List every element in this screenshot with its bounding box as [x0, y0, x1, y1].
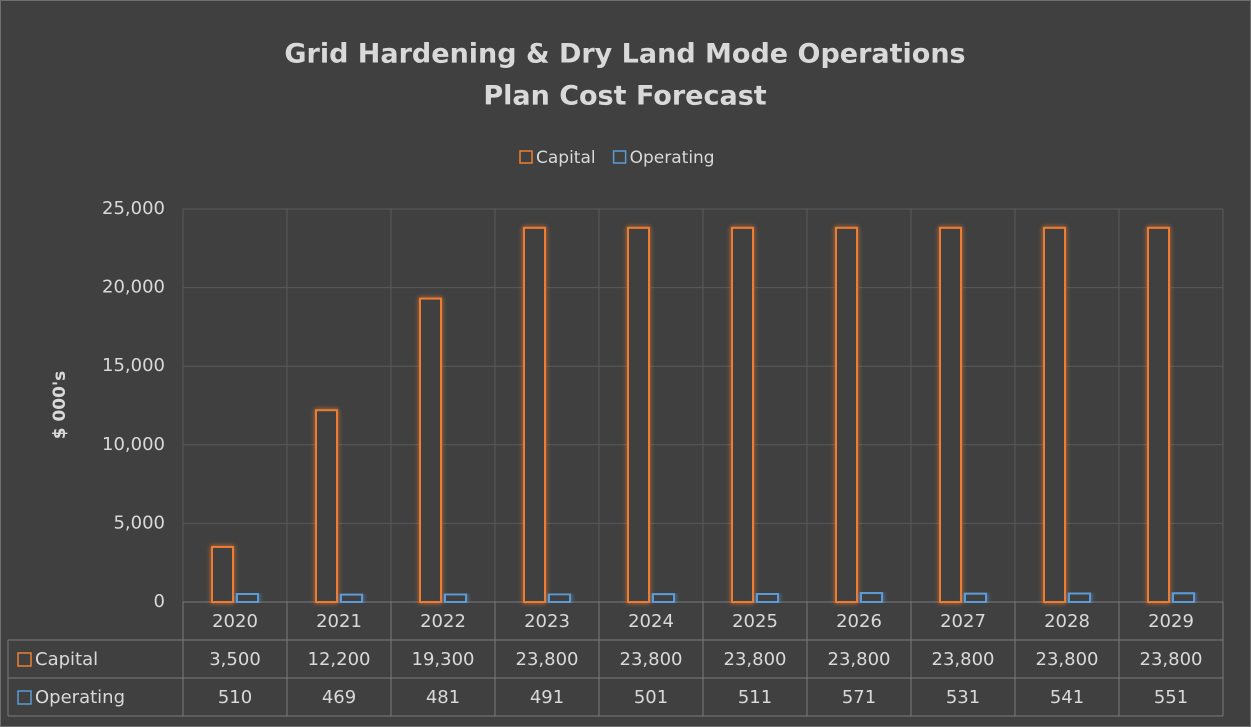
bar: [548, 593, 571, 604]
y-tick-label: 5,000: [113, 512, 165, 533]
y-tick-label: 15,000: [102, 355, 165, 376]
table-cell: 23,800: [932, 649, 995, 670]
bar: [652, 593, 675, 603]
bar: [1172, 592, 1195, 603]
table-cell: 23,800: [1036, 649, 1099, 670]
table-cell: 501: [634, 687, 668, 708]
bar: [860, 592, 883, 603]
bar: [236, 592, 259, 603]
table-cell: 23,800: [724, 649, 787, 670]
bar: [1043, 226, 1066, 603]
table-cell: 541: [1050, 687, 1084, 708]
x-tick-label: 2028: [1044, 611, 1090, 632]
table-cell: 23,800: [516, 649, 579, 670]
table-cell: 12,200: [308, 649, 371, 670]
legend-label: Capital: [536, 148, 596, 168]
legend-key: [17, 652, 32, 667]
table-cell: 19,300: [412, 649, 475, 670]
bar: [1068, 592, 1091, 604]
chart-title: Grid Hardening & Dry Land Mode Operation…: [284, 39, 965, 70]
x-tick-label: 2022: [420, 611, 466, 632]
y-tick-label: 20,000: [102, 277, 165, 298]
table-cell: 511: [738, 687, 772, 708]
table-cell: 491: [530, 687, 564, 708]
x-tick-label: 2029: [1148, 611, 1194, 632]
legend-key: [17, 690, 32, 705]
y-axis-label: $ 000's: [50, 371, 70, 440]
table-cell: 551: [1154, 687, 1188, 708]
table-cell: 3,500: [209, 649, 261, 670]
table-row-label: Capital: [35, 649, 98, 670]
bar: [964, 592, 987, 604]
bar: [627, 226, 650, 603]
y-tick-label: 10,000: [102, 434, 165, 455]
table-cell: 23,800: [1140, 649, 1203, 670]
x-tick-label: 2026: [836, 611, 882, 632]
table-cell: 571: [842, 687, 876, 708]
bar: [756, 592, 779, 604]
bar: [315, 409, 338, 603]
y-tick-label: 25,000: [102, 198, 165, 219]
bar: [835, 226, 858, 603]
x-tick-label: 2023: [524, 611, 570, 632]
bar: [340, 593, 363, 603]
bar: [939, 226, 962, 603]
x-tick-label: 2024: [628, 611, 674, 632]
bar: [444, 593, 467, 603]
x-tick-label: 2021: [316, 611, 362, 632]
bar: [211, 545, 234, 603]
x-tick-label: 2020: [212, 611, 258, 632]
table-cell: 481: [426, 687, 460, 708]
table-cell: 469: [322, 687, 356, 708]
table-cell: 23,800: [828, 649, 891, 670]
bar: [419, 297, 442, 603]
table-cell: 531: [946, 687, 980, 708]
table-row-label: Operating: [35, 687, 125, 708]
legend-key: [519, 150, 533, 164]
table-cell: 23,800: [620, 649, 683, 670]
y-tick-label: 0: [154, 591, 165, 612]
x-tick-label: 2027: [940, 611, 986, 632]
legend-label: Operating: [630, 148, 715, 168]
legend-key: [612, 150, 627, 164]
bar: [523, 226, 546, 603]
table-cell: 510: [218, 687, 252, 708]
x-tick-label: 2025: [732, 611, 778, 632]
bar: [1147, 226, 1170, 603]
chart-title: Plan Cost Forecast: [483, 81, 766, 112]
bar: [731, 226, 754, 603]
